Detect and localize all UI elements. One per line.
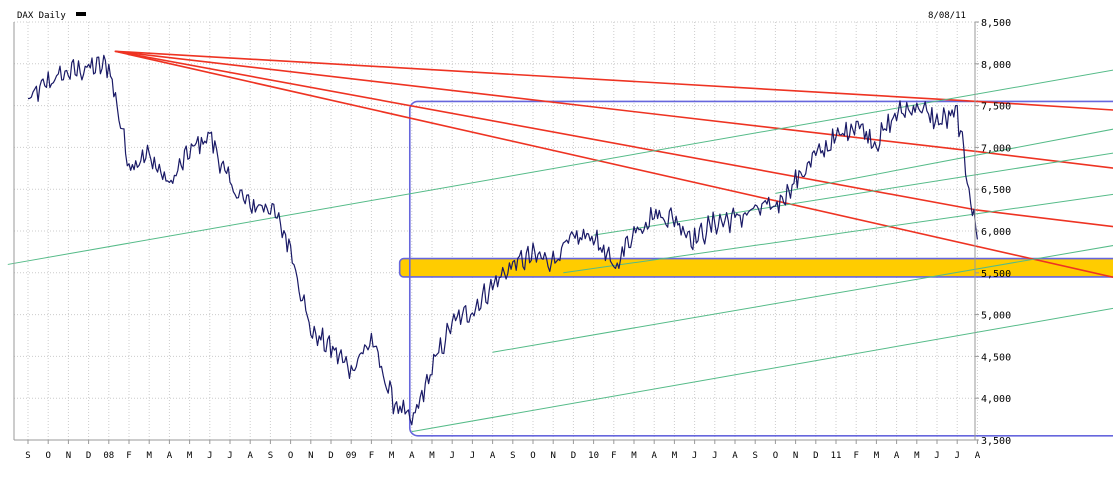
chart-date: 8/08/11 <box>928 11 966 21</box>
x-tick-label: N <box>308 451 313 461</box>
x-tick-label: M <box>914 451 920 461</box>
x-tick-label: O <box>288 451 293 461</box>
x-tick-label: J <box>227 451 232 461</box>
x-tick-label: F <box>369 451 374 461</box>
trendline-layer <box>7 50 1113 433</box>
y-tick-label: 8,500 <box>981 18 1011 29</box>
gridlines <box>14 21 978 441</box>
x-tick-label: D <box>328 451 333 461</box>
x-tick-label: M <box>389 451 395 461</box>
chart-title: DAX Daily <box>17 11 66 21</box>
y-tick-label: 3,500 <box>981 436 1011 447</box>
trend-line <box>775 128 1113 194</box>
y-tick-label: 4,500 <box>981 352 1011 363</box>
x-tick-label: D <box>86 451 91 461</box>
trend-line <box>593 152 1113 236</box>
price-line <box>27 54 978 426</box>
range-box <box>408 100 1113 437</box>
x-tick-label: A <box>732 451 738 461</box>
price-series-layer <box>27 54 978 426</box>
x-tick-label: A <box>894 451 900 461</box>
y-tick-label: 6,500 <box>981 185 1011 196</box>
resistance-line <box>114 50 1113 278</box>
resistance-line <box>114 50 978 103</box>
x-tick-label: O <box>45 451 50 461</box>
x-tick-label: A <box>167 451 173 461</box>
y-tick-label: 5,000 <box>981 311 1011 322</box>
x-tick-label: M <box>187 451 193 461</box>
x-tick-label: N <box>793 451 798 461</box>
y-tick-label: 5,500 <box>981 269 1011 280</box>
trend-line <box>563 193 1113 274</box>
x-tick-label: J <box>692 451 697 461</box>
x-tick-label: J <box>470 451 475 461</box>
resistance-line <box>977 209 1113 228</box>
x-tick-label: S <box>268 451 273 461</box>
resistance-line <box>114 50 978 211</box>
resistance-line <box>977 100 1113 111</box>
x-tick-label: M <box>429 451 435 461</box>
x-tick-label: J <box>712 451 717 461</box>
x-tick-label: A <box>490 451 496 461</box>
x-tick-label: F <box>611 451 616 461</box>
x-tick-label: J <box>954 451 959 461</box>
x-tick-label: O <box>773 451 778 461</box>
y-tick-label: 6,000 <box>981 227 1011 238</box>
x-tick-label: O <box>530 451 535 461</box>
x-tick-label: A <box>247 451 253 461</box>
x-tick-label: S <box>752 451 757 461</box>
x-tick-label: J <box>449 451 454 461</box>
chart-header: DAX Daily 8/08/11 <box>17 11 966 21</box>
x-tick-label: 09 <box>346 451 357 461</box>
x-tick-label: J <box>207 451 212 461</box>
y-tick-label: 4,000 <box>981 394 1011 405</box>
x-tick-label: 10 <box>588 451 599 461</box>
y-tick-label: 7,500 <box>981 102 1011 113</box>
x-tick-label: 08 <box>103 451 114 461</box>
x-tick-label: N <box>550 451 555 461</box>
trend-line <box>492 245 1113 353</box>
legend-swatch <box>76 12 86 16</box>
x-tick-label: S <box>510 451 515 461</box>
x-tick-label: D <box>813 451 818 461</box>
y-tick-label: 8,000 <box>981 60 1011 71</box>
support-zone-band <box>398 257 1113 278</box>
x-axis-ticks: S O N D 08 F M A M J J A S O N D 09 F M A M J J A S O N D 10 F M A M J J A S… <box>25 440 981 461</box>
resistance-line <box>977 150 1113 169</box>
x-tick-label: M <box>146 451 152 461</box>
x-tick-label: M <box>631 451 637 461</box>
x-tick-label: A <box>651 451 657 461</box>
x-tick-label: M <box>874 451 880 461</box>
x-tick-label: J <box>934 451 939 461</box>
x-tick-label: 11 <box>831 451 842 461</box>
x-tick-label: N <box>66 451 71 461</box>
x-tick-label: M <box>672 451 678 461</box>
support-zone-layer <box>398 257 1113 278</box>
trend-line <box>411 307 1113 433</box>
x-tick-label: A <box>975 451 981 461</box>
y-axis-ticks: 3,500 4,000 4,500 5,000 5,500 6,000 6,500 7,000… <box>975 18 1011 447</box>
x-tick-label: F <box>126 451 131 461</box>
trend-line <box>7 69 1113 265</box>
y-tick-label: 7,000 <box>981 143 1011 154</box>
x-tick-label: D <box>571 451 576 461</box>
range-box-layer <box>408 100 1113 437</box>
x-tick-label: F <box>853 451 858 461</box>
x-tick-label: A <box>409 451 415 461</box>
x-tick-label: S <box>25 451 30 461</box>
